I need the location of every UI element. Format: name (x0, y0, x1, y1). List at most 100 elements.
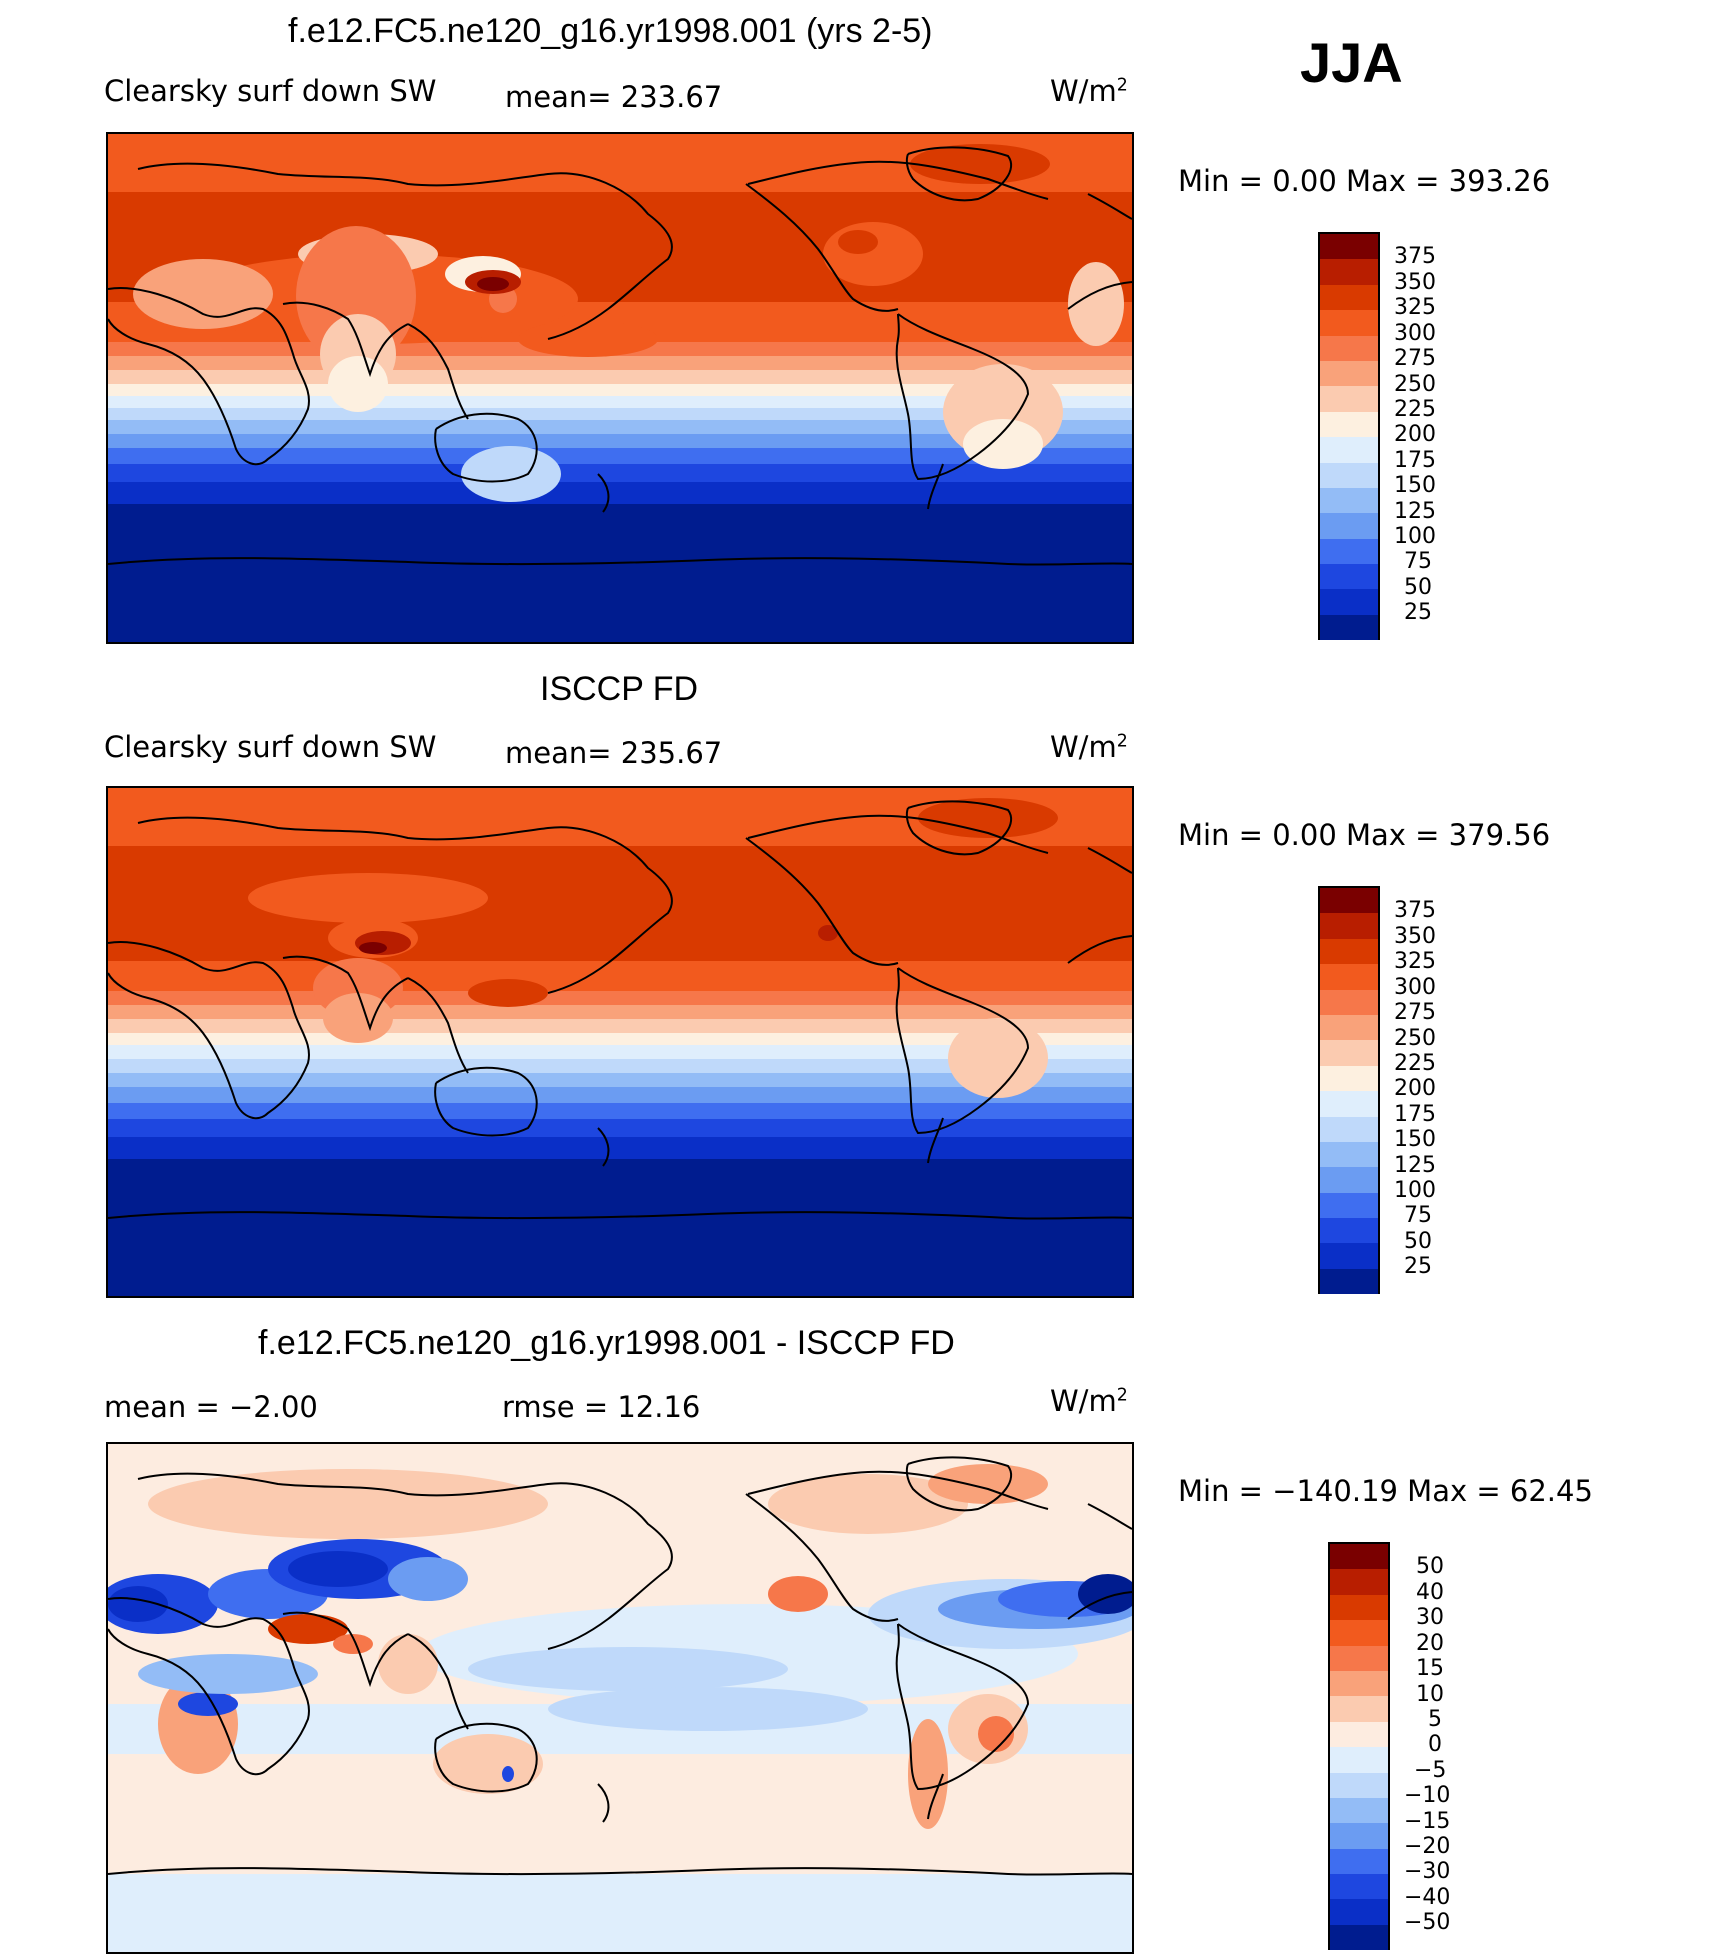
p1-tick-5: 250 (1394, 372, 1436, 397)
p3-seg-0 (1330, 1544, 1388, 1570)
p3-seg-6 (1330, 1696, 1388, 1722)
p2-seg-10 (1320, 1141, 1378, 1168)
p1-tick-10: 125 (1394, 499, 1436, 524)
p3-seg-3 (1330, 1620, 1388, 1646)
p2-tick-9: 150 (1394, 1127, 1436, 1152)
p3-seg-15 (1330, 1924, 1388, 1951)
panel2-map-svg (108, 788, 1132, 1296)
panel1-minmax: Min = 0.00 Max = 393.26 (1178, 164, 1551, 198)
p1-seg-2 (1320, 284, 1378, 311)
p1-tick-3: 300 (1394, 321, 1436, 346)
p3-tick-7: 0 (1428, 1732, 1442, 1757)
p1-seg-7 (1320, 411, 1378, 438)
panel1-units: W/m2 (1050, 74, 1128, 108)
p1-tick-1: 350 (1394, 270, 1436, 295)
p2-seg-4 (1320, 989, 1378, 1015)
p3-tick-14: −50 (1404, 1910, 1451, 1935)
p1-seg-9 (1320, 462, 1378, 488)
p3-tick-2: 30 (1416, 1605, 1444, 1630)
p2-seg-9 (1320, 1116, 1378, 1142)
p3-tick-11: −20 (1404, 1834, 1451, 1859)
p1-seg-1 (1320, 259, 1378, 285)
p1-seg-12 (1320, 538, 1378, 565)
p1-seg-5 (1320, 360, 1378, 387)
p1-tick-9: 150 (1394, 473, 1436, 498)
panel2-colorbar (1318, 886, 1380, 1295)
panel3-map (106, 1442, 1134, 1954)
panel3-mean: mean = −2.00 (104, 1390, 318, 1424)
p2-tick-8: 175 (1394, 1102, 1436, 1127)
p3-seg-7 (1330, 1721, 1388, 1748)
panel2-mean: mean= 235.67 (505, 736, 723, 770)
p2-tick-6: 225 (1394, 1051, 1436, 1076)
p1-tick-4: 275 (1394, 346, 1436, 371)
p3-seg-10 (1330, 1797, 1388, 1824)
p3-seg-14 (1330, 1899, 1388, 1925)
p3-tick-13: −40 (1404, 1885, 1451, 1910)
p2-tick-1: 350 (1394, 924, 1436, 949)
panel3-units: W/m2 (1050, 1384, 1128, 1418)
p1-seg-4 (1320, 335, 1378, 361)
p1-tick-0: 375 (1394, 244, 1436, 269)
p3-tick-6: 5 (1428, 1707, 1442, 1732)
season-label: JJA (1300, 31, 1403, 94)
p3-seg-2 (1330, 1594, 1388, 1621)
panel1-mean: mean= 233.67 (505, 80, 723, 114)
p1-tick-8: 175 (1394, 448, 1436, 473)
p3-seg-9 (1330, 1772, 1388, 1798)
p2-tick-5: 250 (1394, 1026, 1436, 1051)
p3-tick-9: −10 (1404, 1783, 1451, 1808)
panel1-map (106, 132, 1134, 644)
p1-tick-2: 325 (1394, 295, 1436, 320)
p2-seg-12 (1320, 1192, 1378, 1219)
panel1-title: f.e12.FC5.ne120_g16.yr1998.001 (yrs 2-5) (288, 12, 933, 50)
p2-tick-12: 75 (1404, 1203, 1432, 1228)
panel2-title: ISCCP FD (540, 670, 699, 708)
p1-seg-3 (1320, 310, 1378, 336)
p3-tick-3: 20 (1416, 1631, 1444, 1656)
p3-seg-13 (1330, 1874, 1388, 1900)
p3-tick-5: 10 (1416, 1682, 1444, 1707)
p1-tick-14: 25 (1404, 600, 1432, 625)
p3-seg-5 (1330, 1670, 1388, 1697)
p3-tick-12: −30 (1404, 1859, 1451, 1884)
p2-seg-14 (1320, 1243, 1378, 1269)
p2-seg-6 (1320, 1040, 1378, 1066)
p2-seg-0 (1320, 888, 1378, 914)
p2-seg-15 (1320, 1268, 1378, 1295)
p2-seg-1 (1320, 913, 1378, 939)
panel1-map-svg (108, 134, 1132, 642)
p2-seg-3 (1320, 964, 1378, 990)
panel3-map-svg (108, 1444, 1132, 1952)
p2-tick-0: 375 (1394, 898, 1436, 923)
panel3-rmse: rmse = 12.16 (502, 1390, 701, 1424)
p1-tick-13: 50 (1404, 575, 1432, 600)
p2-tick-7: 200 (1394, 1076, 1436, 1101)
p1-seg-11 (1320, 513, 1378, 539)
p1-seg-13 (1320, 564, 1378, 590)
p3-seg-11 (1330, 1823, 1388, 1849)
p3-tick-0: 50 (1416, 1554, 1444, 1579)
p1-seg-8 (1320, 437, 1378, 463)
p2-tick-4: 275 (1394, 1000, 1436, 1025)
p3-tick-10: −15 (1404, 1809, 1451, 1834)
p1-tick-7: 200 (1394, 422, 1436, 447)
panel3-title: f.e12.FC5.ne120_g16.yr1998.001 - ISCCP F… (258, 1324, 955, 1362)
p3-tick-1: 40 (1416, 1580, 1444, 1605)
panel2-map (106, 786, 1134, 1298)
p1-tick-12: 75 (1404, 549, 1432, 574)
panel2-units: W/m2 (1050, 730, 1128, 764)
panel3-minmax: Min = −140.19 Max = 62.45 (1178, 1474, 1593, 1508)
p1-seg-15 (1320, 614, 1378, 641)
p3-seg-8 (1330, 1747, 1388, 1773)
p2-tick-10: 125 (1394, 1153, 1436, 1178)
p2-seg-2 (1320, 938, 1378, 965)
p1-tick-11: 100 (1394, 524, 1436, 549)
p1-tick-6: 225 (1394, 397, 1436, 422)
p2-tick-11: 100 (1394, 1178, 1436, 1203)
p3-seg-1 (1330, 1569, 1388, 1595)
panel1-colorbar (1318, 232, 1380, 641)
p1-seg-10 (1320, 487, 1378, 514)
p2-seg-8 (1320, 1091, 1378, 1117)
p3-tick-4: 15 (1416, 1656, 1444, 1681)
